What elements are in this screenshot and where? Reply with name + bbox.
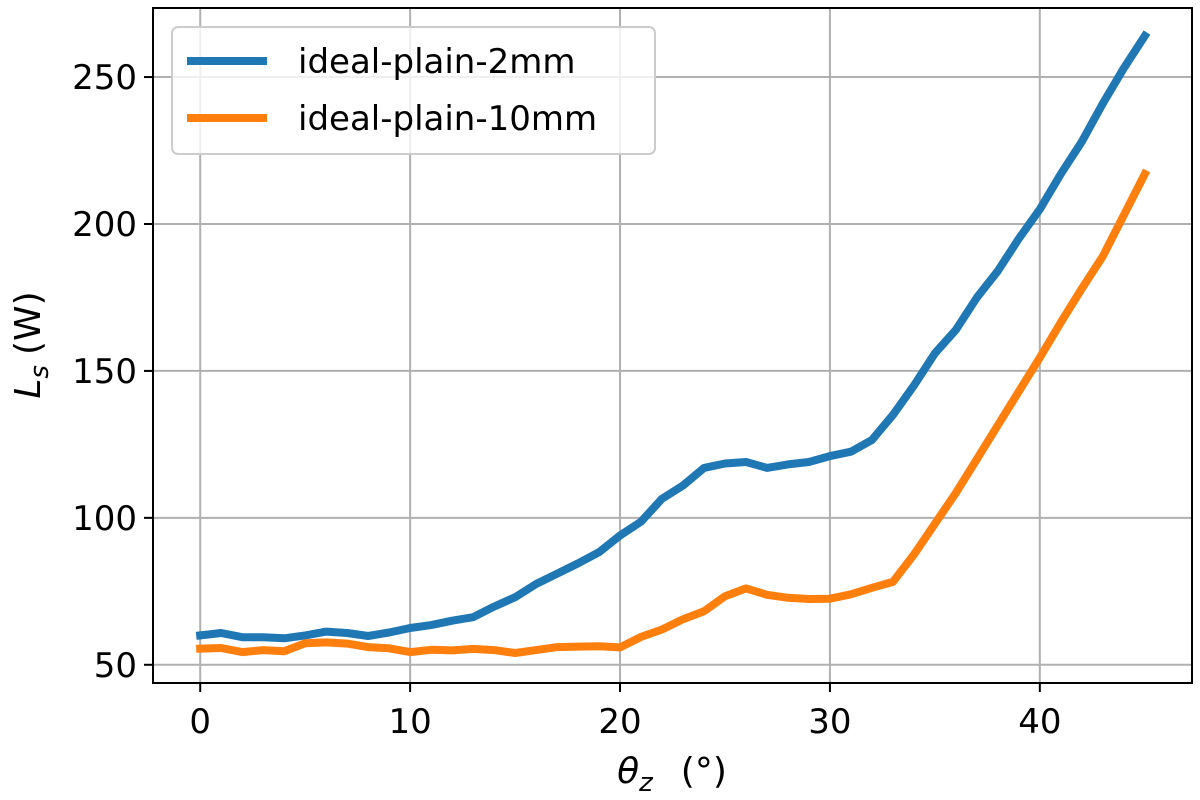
series-line-ideal-plain-2mm (195, 30, 1151, 643)
y-tick-label: 200 (72, 205, 137, 245)
x-tick-labels: 0 10 20 30 40 (189, 702, 1061, 742)
x-tick-label: 20 (598, 702, 641, 742)
y-tick-label: 100 (72, 499, 137, 539)
y-axis-label: Ls (W) (8, 291, 55, 398)
series-line-ideal-plain-10mm (196, 168, 1151, 657)
y-tick-label: 50 (94, 646, 137, 686)
legend-box (171, 26, 656, 155)
plot-area-frame (152, 7, 1193, 684)
y-axis-subscript: s (25, 365, 55, 379)
y-axis-symbol: L (8, 379, 49, 399)
x-tick-label: 40 (1018, 702, 1061, 742)
legend: ideal-plain-2mm ideal-plain-10mm (171, 26, 656, 155)
x-axis-symbol: θ (617, 751, 639, 792)
legend-label-ideal-plain-2mm: ideal-plain-2mm (298, 42, 576, 82)
y-axis-unit: (W) (8, 291, 49, 355)
x-axis-label: θz (°) (617, 751, 727, 798)
x-tick-label: 30 (808, 702, 851, 742)
y-tick-label: 250 (72, 58, 137, 98)
x-axis-unit: (°) (681, 751, 727, 792)
series-lines (195, 30, 1151, 657)
y-tick-label: 150 (72, 352, 137, 392)
x-axis-subscript: z (638, 768, 654, 798)
axis-ticks (144, 76, 1041, 692)
x-tick-label: 0 (189, 702, 211, 742)
y-tick-labels: 50 100 150 200 250 (72, 58, 137, 686)
legend-label-ideal-plain-10mm: ideal-plain-10mm (298, 99, 597, 139)
x-tick-label: 10 (388, 702, 431, 742)
